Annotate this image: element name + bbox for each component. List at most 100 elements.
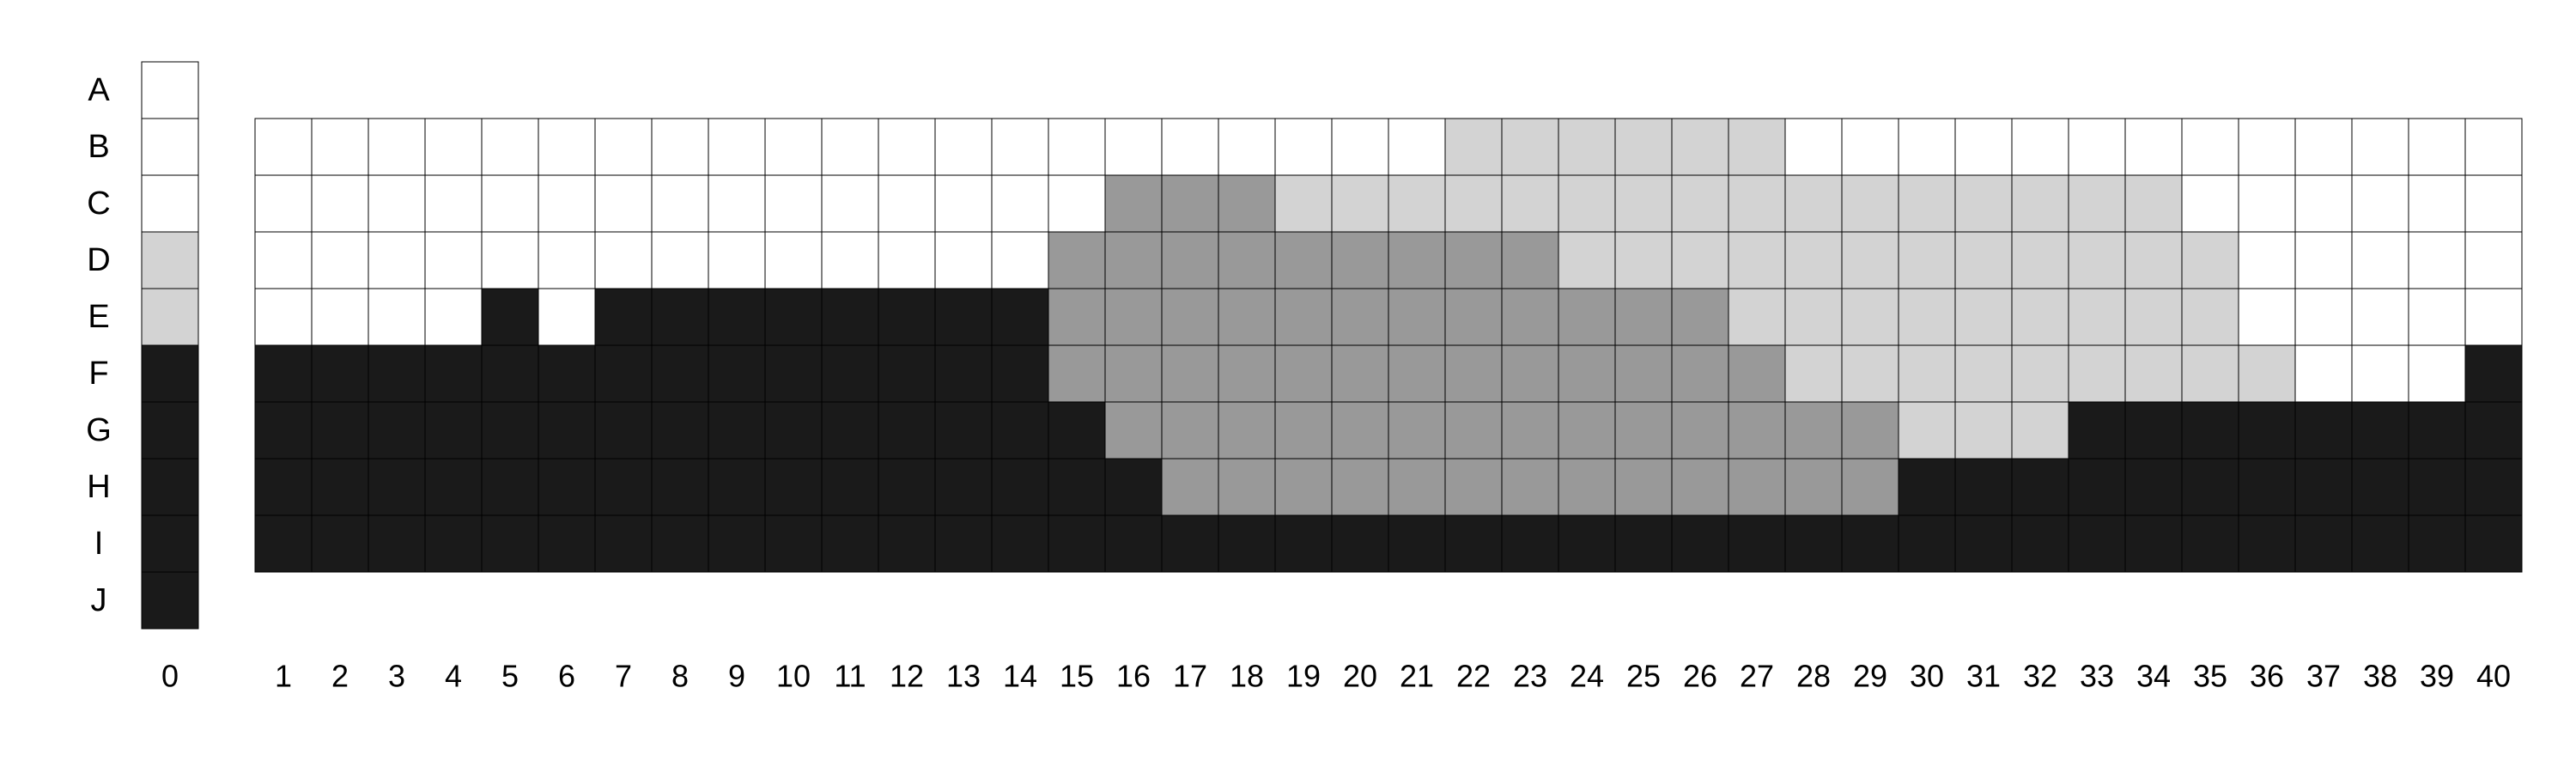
grid-cell-i-10	[764, 514, 823, 573]
grid-cell-g-12	[878, 401, 936, 460]
column-label-37: 37	[2306, 659, 2341, 694]
grid-cell-b-27	[1728, 118, 1786, 176]
grid-cell-h-33	[2068, 458, 2126, 516]
grid-cell-d-22	[1444, 231, 1503, 289]
grid-cell-d-4	[424, 231, 483, 289]
column-label-36: 36	[2250, 659, 2284, 694]
column-label-19: 19	[1286, 659, 1321, 694]
grid-cell-f-27	[1728, 344, 1786, 403]
grid-cell-e-22	[1444, 288, 1503, 346]
grid-cell-g-21	[1388, 401, 1446, 460]
reference-cell-b	[141, 118, 199, 176]
grid-cell-h-5	[481, 458, 539, 516]
grid-cell-d-30	[1898, 231, 1956, 289]
grid-cell-i-9	[708, 514, 766, 573]
column-label-23: 23	[1513, 659, 1547, 694]
grid-cell-d-27	[1728, 231, 1786, 289]
column-label-27: 27	[1740, 659, 1774, 694]
grid-cell-e-8	[651, 288, 709, 346]
grid-cell-c-20	[1331, 174, 1389, 233]
grid-cell-c-24	[1558, 174, 1616, 233]
grid-cell-h-26	[1671, 458, 1729, 516]
grid-cell-b-22	[1444, 118, 1503, 176]
grid-cell-h-7	[594, 458, 653, 516]
grid-cell-i-3	[368, 514, 426, 573]
grid-cell-h-29	[1841, 458, 1899, 516]
grid-cell-b-40	[2464, 118, 2523, 176]
grid-cell-e-38	[2351, 288, 2409, 346]
grid-cell-g-39	[2408, 401, 2466, 460]
grid-cell-h-17	[1161, 458, 1219, 516]
grid-cell-g-40	[2464, 401, 2523, 460]
grid-cell-d-35	[2181, 231, 2239, 289]
grid-cell-h-28	[1784, 458, 1843, 516]
grid-cell-g-18	[1218, 401, 1276, 460]
grid-cell-h-34	[2124, 458, 2183, 516]
grid-cell-d-39	[2408, 231, 2466, 289]
grid-cell-g-14	[991, 401, 1049, 460]
column-label-3: 3	[388, 659, 405, 694]
grid-cell-c-11	[821, 174, 879, 233]
grid-cell-i-39	[2408, 514, 2466, 573]
column-label-26: 26	[1683, 659, 1717, 694]
grid-cell-d-15	[1048, 231, 1106, 289]
grid-cell-d-34	[2124, 231, 2183, 289]
grid-cell-f-38	[2351, 344, 2409, 403]
grid-cell-g-32	[2011, 401, 2069, 460]
grid-cell-g-36	[2238, 401, 2296, 460]
grid-cell-f-7	[594, 344, 653, 403]
grid-cell-c-30	[1898, 174, 1956, 233]
grid-cell-b-32	[2011, 118, 2069, 176]
grid-cell-g-25	[1614, 401, 1673, 460]
grid-cell-i-29	[1841, 514, 1899, 573]
grid-cell-f-36	[2238, 344, 2296, 403]
reference-cell-h	[141, 458, 199, 516]
grid-cell-f-14	[991, 344, 1049, 403]
grid-cell-b-36	[2238, 118, 2296, 176]
column-label-31: 31	[1966, 659, 2001, 694]
grid-cell-h-1	[254, 458, 313, 516]
grid-cell-e-10	[764, 288, 823, 346]
grid-cell-e-16	[1104, 288, 1163, 346]
grid-cell-f-31	[1954, 344, 2013, 403]
grid-cell-e-5	[481, 288, 539, 346]
grid-cell-c-34	[2124, 174, 2183, 233]
row-label-i: I	[94, 526, 104, 562]
grid-cell-c-7	[594, 174, 653, 233]
grid-cell-c-37	[2294, 174, 2353, 233]
grid-cell-d-38	[2351, 231, 2409, 289]
grid-cell-i-40	[2464, 514, 2523, 573]
grid-cell-c-13	[934, 174, 993, 233]
grid-cell-d-5	[481, 231, 539, 289]
grid-cell-i-6	[538, 514, 596, 573]
grid-cell-e-4	[424, 288, 483, 346]
row-label-h: H	[87, 469, 110, 505]
grid-cell-i-16	[1104, 514, 1163, 573]
grid-cell-f-4	[424, 344, 483, 403]
column-label-11: 11	[834, 659, 866, 694]
grid-cell-d-7	[594, 231, 653, 289]
column-label-10: 10	[776, 659, 811, 694]
grid-cell-i-17	[1161, 514, 1219, 573]
grid-cell-h-12	[878, 458, 936, 516]
grid-cell-c-1	[254, 174, 313, 233]
grid-cell-f-10	[764, 344, 823, 403]
column-label-20: 20	[1343, 659, 1377, 694]
grid-cell-h-3	[368, 458, 426, 516]
grid-cell-h-13	[934, 458, 993, 516]
grid-cell-f-2	[311, 344, 369, 403]
grid-cell-e-2	[311, 288, 369, 346]
grid-cell-b-4	[424, 118, 483, 176]
grid-cell-b-6	[538, 118, 596, 176]
grid-cell-f-3	[368, 344, 426, 403]
grid-cell-g-5	[481, 401, 539, 460]
grid-cell-b-5	[481, 118, 539, 176]
grid-cell-h-15	[1048, 458, 1106, 516]
grid-cell-h-36	[2238, 458, 2296, 516]
column-label-24: 24	[1570, 659, 1604, 694]
grid-cell-b-12	[878, 118, 936, 176]
grid-cell-b-25	[1614, 118, 1673, 176]
grid-cell-g-33	[2068, 401, 2126, 460]
grid-cell-d-12	[878, 231, 936, 289]
grid-cell-i-22	[1444, 514, 1503, 573]
